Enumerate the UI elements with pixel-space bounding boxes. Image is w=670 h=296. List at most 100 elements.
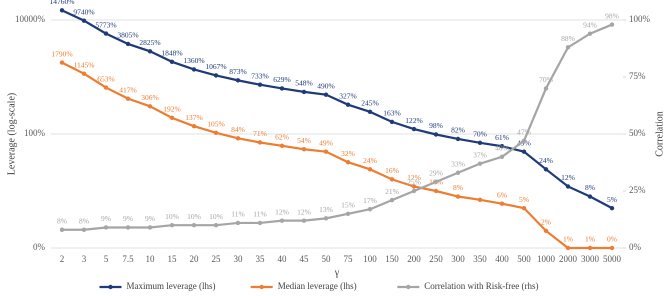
- data-point: [213, 223, 219, 228]
- data-point: [609, 245, 615, 251]
- x-tick-label: 350: [473, 254, 487, 264]
- data-label: 163%: [383, 109, 401, 118]
- data-point: [543, 86, 549, 91]
- data-point: [521, 149, 527, 154]
- data-label: 12%: [561, 173, 575, 182]
- data-label: 12%: [275, 207, 289, 216]
- x-tick-label: 1000: [537, 254, 556, 264]
- data-point: [477, 161, 483, 166]
- data-point: [279, 143, 285, 149]
- data-label: 54%: [297, 136, 311, 145]
- data-point: [213, 130, 219, 135]
- data-point: [477, 197, 483, 203]
- data-label: 25%: [407, 178, 421, 187]
- data-label: 1360%: [183, 56, 204, 65]
- data-label: 5773%: [95, 20, 116, 29]
- data-point: [477, 140, 483, 146]
- data-label: 32%: [341, 149, 355, 158]
- x-tick-label: 400: [495, 254, 509, 264]
- data-point: [103, 31, 109, 36]
- data-label: 9740%: [73, 7, 94, 16]
- data-point: [587, 31, 593, 36]
- data-point: [257, 220, 263, 226]
- data-label: 94%: [583, 20, 597, 29]
- data-label: 2%: [541, 218, 551, 227]
- series-line: [61, 61, 612, 250]
- data-label: 6%: [497, 190, 507, 199]
- data-label: 9%: [123, 214, 133, 223]
- data-point: [235, 78, 241, 83]
- x-tick-label: 50: [322, 254, 332, 264]
- x-tick-label: 30: [234, 254, 244, 264]
- data-point: [455, 194, 461, 199]
- data-label: 245%: [361, 99, 379, 108]
- data-point: [125, 96, 131, 101]
- y-tick-label: 10000%: [15, 14, 46, 24]
- legend-marker: [108, 284, 113, 290]
- data-label: 5%: [519, 195, 529, 204]
- data-label: 9%: [145, 214, 155, 223]
- y2-tick-label: 75%: [629, 71, 646, 81]
- x-tick-label: 15: [168, 254, 178, 264]
- data-label: 24%: [363, 156, 377, 165]
- data-label: 10%: [209, 212, 223, 221]
- data-point: [279, 218, 285, 223]
- data-label: 49%: [319, 138, 333, 147]
- data-point: [147, 104, 153, 109]
- data-point: [301, 147, 307, 152]
- data-point: [543, 167, 549, 172]
- data-label: 137%: [185, 113, 203, 122]
- data-point: [411, 184, 417, 189]
- data-label: 88%: [561, 34, 575, 43]
- data-label: 16%: [385, 166, 399, 175]
- data-label: 490%: [317, 81, 335, 90]
- x-tick-label: 3000: [581, 254, 600, 264]
- data-label: 9%: [101, 214, 111, 223]
- data-point: [257, 140, 263, 145]
- data-label: 8%: [57, 216, 67, 225]
- data-point: [609, 22, 615, 27]
- data-label: 40%: [495, 144, 509, 153]
- x-tick-label: 250: [429, 254, 443, 264]
- data-point: [411, 188, 417, 194]
- data-point: [587, 245, 593, 251]
- data-label: 1%: [563, 235, 573, 244]
- series-line: [61, 9, 613, 210]
- y-tick-label: 100%: [24, 128, 46, 138]
- data-point: [433, 188, 439, 194]
- data-label: 327%: [339, 91, 357, 100]
- data-point: [411, 126, 417, 132]
- data-label: 192%: [163, 105, 181, 114]
- data-point: [301, 218, 307, 223]
- data-point: [323, 149, 329, 154]
- data-label: 15%: [341, 201, 355, 210]
- legend-label: Correlation with Risk-free (rhs): [424, 281, 538, 291]
- data-label: 82%: [451, 126, 465, 135]
- data-label: 10%: [187, 212, 201, 221]
- data-label: 37%: [473, 150, 487, 159]
- data-label: 21%: [385, 187, 399, 196]
- data-point: [389, 197, 395, 203]
- data-label: 8%: [79, 216, 89, 225]
- y2-axis-title: Correlation: [654, 111, 665, 157]
- data-point: [565, 245, 571, 251]
- data-label: 29%: [429, 169, 443, 178]
- data-point: [59, 8, 65, 13]
- data-label: 13%: [319, 205, 333, 214]
- data-point: [81, 71, 87, 76]
- legend-marker: [406, 284, 411, 290]
- data-point: [169, 115, 175, 121]
- data-label: 47%: [517, 128, 531, 137]
- data-label: 17%: [363, 196, 377, 205]
- data-point: [367, 207, 373, 212]
- data-point: [323, 92, 329, 97]
- data-label: 24%: [539, 156, 553, 165]
- y2-tick-label: 100%: [629, 14, 651, 24]
- data-point: [147, 49, 153, 54]
- data-label: 8%: [585, 183, 595, 192]
- data-label: 62%: [275, 133, 289, 142]
- data-point: [499, 201, 505, 206]
- data-point: [609, 205, 615, 211]
- data-label: 8%: [453, 183, 463, 192]
